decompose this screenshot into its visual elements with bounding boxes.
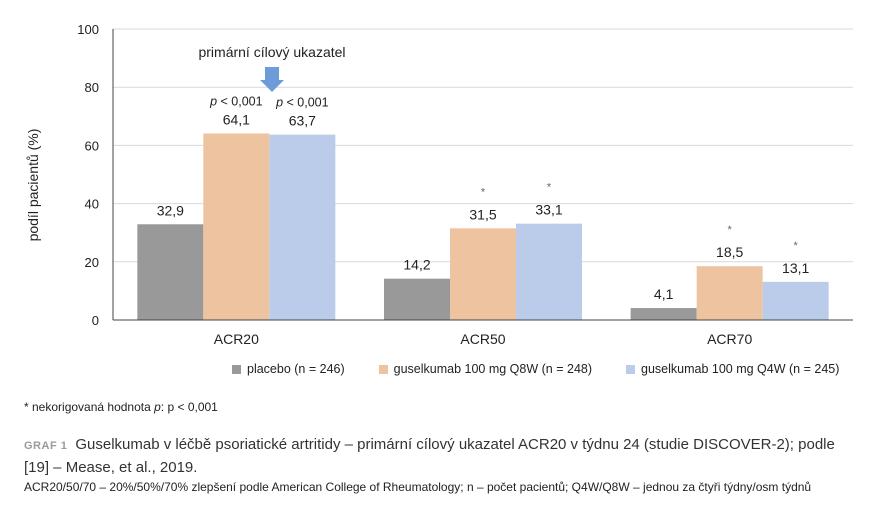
footnote: * nekorigovaná hodnota p: p < 0,001 [24,400,218,414]
data-labels: 32,9 64,1 p < 0,001 63,7 p < 0,001 14,2 31,5 * 3… [157,94,810,302]
data-label: 18,5 [716,244,743,260]
y-tick-label: 0 [92,313,99,328]
y-tick-label: 20 [85,255,99,270]
x-tick-label: ACR70 [707,331,752,347]
significance-marker: * [728,224,733,236]
footnote-text: nekorigovaná hodnota [28,400,155,414]
data-label: 33,1 [535,202,562,218]
bar [450,228,516,320]
bar-chart: 32,9 64,1 p < 0,001 63,7 p < 0,001 14,2 31,5 * 3… [25,22,853,347]
data-label: 13,1 [782,260,809,276]
caption-text: Guselkumab v léčbě psoriatické artritidy… [24,436,835,476]
legend-item-placebo: placebo (n = 246) [232,362,345,376]
legend-item-q4w: guselkumab 100 mg Q4W (n = 245) [626,362,839,376]
y-tick-label: 100 [77,22,99,37]
legend-item-q8w: guselkumab 100 mg Q8W (n = 248) [378,362,593,376]
x-tick-label: ACR20 [214,331,259,347]
data-label: 32,9 [157,202,184,218]
data-label: 63,7 [289,113,316,129]
legend-label-q4w: guselkumab 100 mg Q4W (n = 245) [641,362,840,376]
bar [630,308,697,320]
primary-endpoint-annotation: primární cílový ukazatel [198,44,345,60]
data-label: 4,1 [654,286,674,302]
y-tick-label: 60 [85,138,99,153]
significance-marker: * [794,240,799,252]
bar [696,266,763,320]
legend-label-placebo: placebo (n = 246) [247,362,345,376]
footnote-value: : p < 0,001 [160,400,218,414]
bar [269,134,336,320]
legend-swatch-q8w [378,364,388,374]
legend: placebo (n = 246) guselkumab 100 mg Q8W … [232,362,839,376]
p-value-label: p < 0,001 [275,96,329,110]
significance-marker: * [547,182,552,194]
caption-tag: GRAF 1 [24,440,68,452]
axes: 0 20 40 60 80 100 ACR20 ACR50 ACR70 [77,22,853,347]
significance-marker: * [481,186,486,198]
y-axis-label: podíl pacientů (%) [25,129,41,242]
bar [137,224,204,320]
data-label: 64,1 [223,111,250,127]
bar [516,223,582,320]
y-tick-label: 80 [85,80,99,95]
y-tick-label: 40 [85,197,99,212]
data-label: 31,5 [469,206,496,222]
bars [137,133,829,320]
bar [762,281,829,320]
bar [384,278,450,320]
arrow-down-icon [260,67,284,92]
bar [203,133,270,320]
footnote-p-symbol: p [154,400,161,414]
abbreviations-note: ACR20/50/70 – 20%/50%/70% zlepšení podle… [24,480,812,494]
footnote-marker: * [24,400,29,414]
legend-label-q8w: guselkumab 100 mg Q8W (n = 248) [393,362,593,376]
legend-swatch-placebo [232,364,241,374]
figure-caption: GRAF 1 Guselkumab v léčbě psoriatické art… [24,434,864,478]
x-tick-label: ACR50 [460,331,505,347]
p-value-label: p < 0,001 [209,94,263,108]
data-label: 14,2 [403,257,430,273]
legend-swatch-q4w [626,364,636,374]
